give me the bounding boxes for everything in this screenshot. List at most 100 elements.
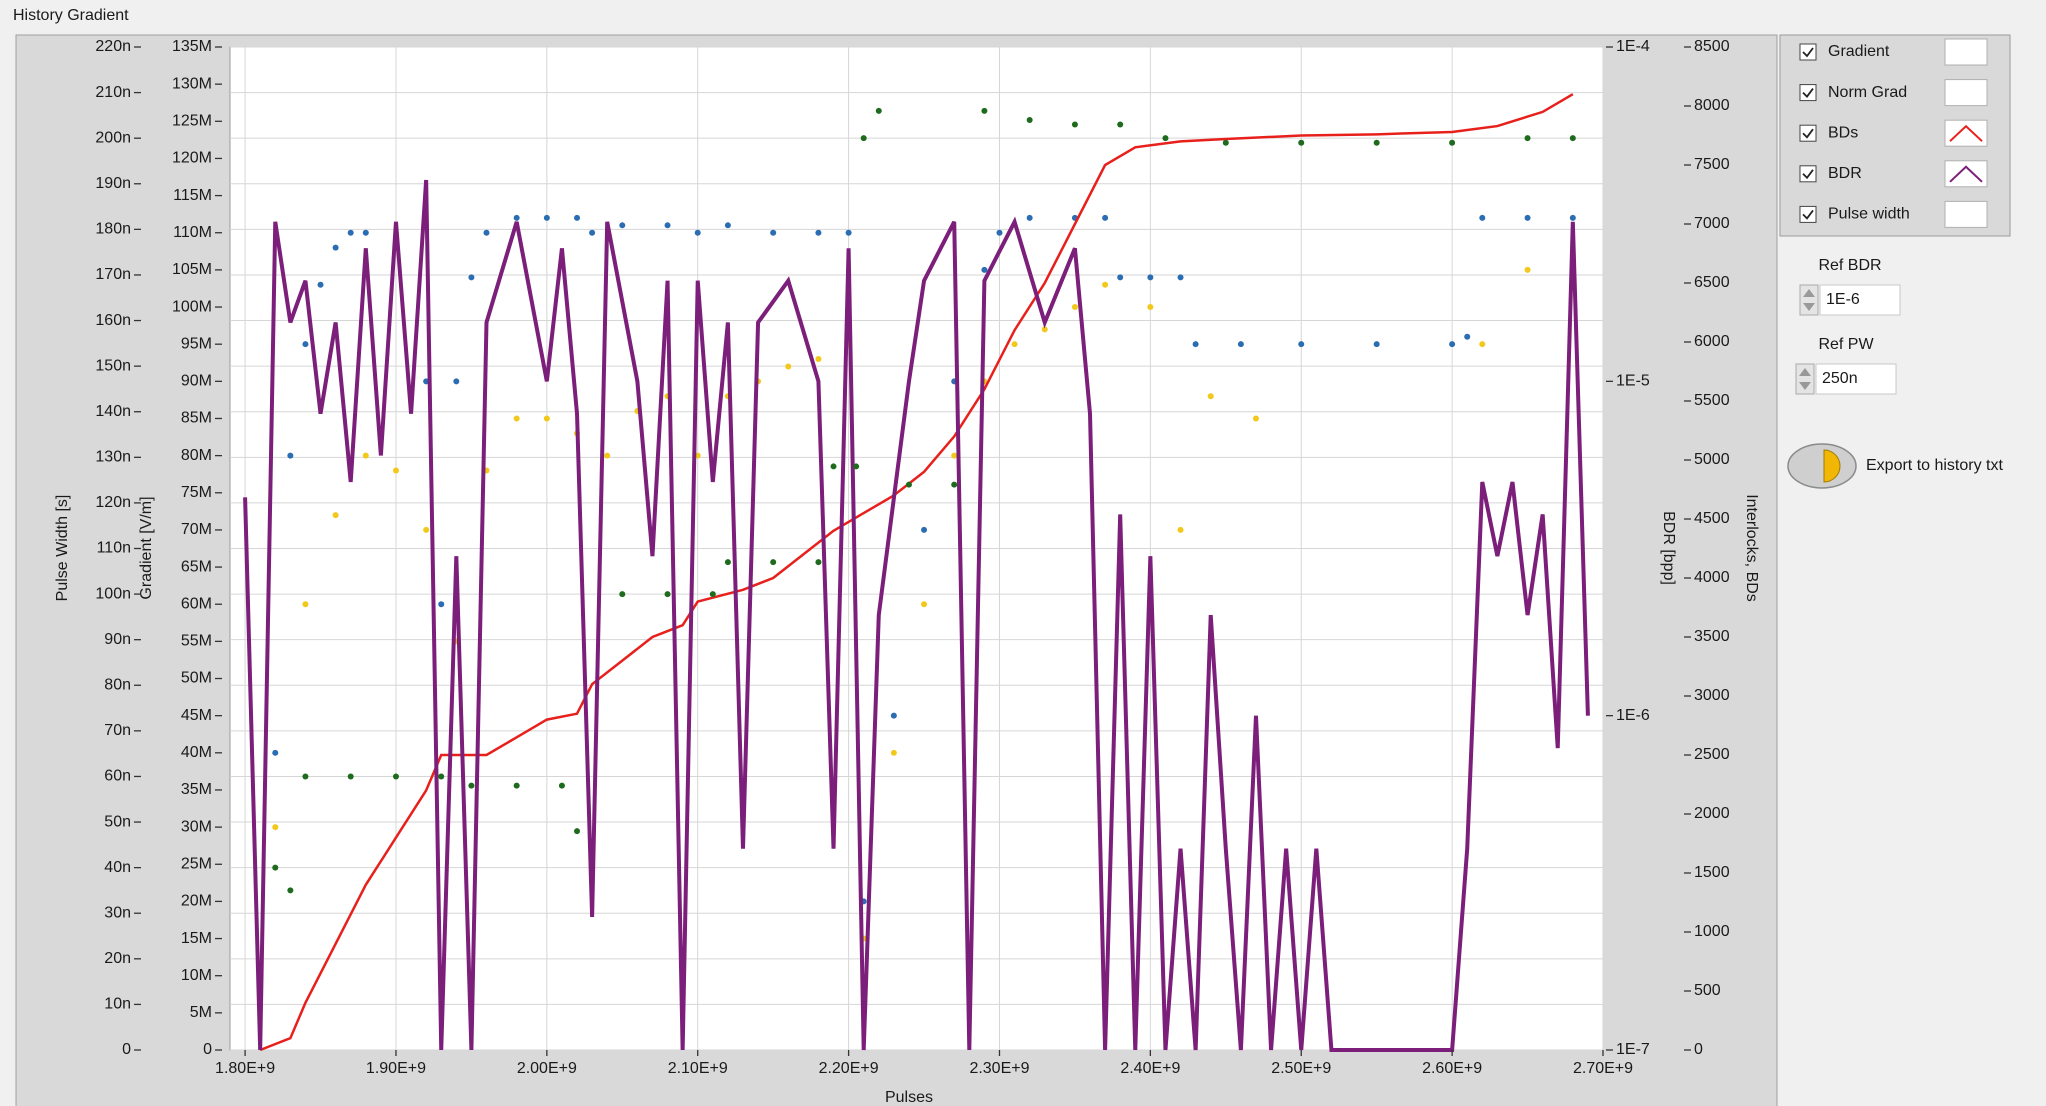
legend: Gradient Norm Grad BDs BDR Pulse width bbox=[1799, 38, 1988, 228]
legend-checkbox[interactable] bbox=[1799, 84, 1817, 102]
data-point bbox=[951, 452, 958, 459]
data-point bbox=[1373, 341, 1380, 348]
data-point bbox=[543, 415, 550, 422]
spinner-arrows bbox=[1799, 368, 1811, 390]
ref-pw-label: Ref PW bbox=[1818, 336, 1874, 353]
x-tick-label: 2.10E+9 bbox=[668, 1060, 728, 1077]
legend-checkbox[interactable] bbox=[1799, 43, 1817, 61]
y-tick-label: 1000 bbox=[1694, 923, 1730, 940]
data-point bbox=[1147, 304, 1154, 311]
legend-label: BDs bbox=[1828, 124, 1858, 141]
data-point bbox=[619, 222, 626, 229]
x-axis-label: Pulses bbox=[885, 1089, 933, 1106]
checkmark bbox=[1802, 169, 1814, 180]
y2-axis-label: Gradient [V/m] bbox=[138, 496, 155, 599]
data-point bbox=[362, 229, 369, 236]
ref-bdr-spinner[interactable] bbox=[1799, 284, 1819, 316]
legend-checkbox[interactable] bbox=[1799, 205, 1817, 223]
data-point bbox=[890, 749, 897, 756]
data-point bbox=[1026, 116, 1033, 123]
data-point bbox=[468, 782, 475, 789]
data-point bbox=[981, 266, 988, 273]
data-point bbox=[724, 559, 731, 566]
y-tick-label: 130M bbox=[172, 75, 212, 92]
y-tick-label: 1500 bbox=[1694, 864, 1730, 881]
y-tick-label: 180n bbox=[95, 221, 131, 238]
export-button[interactable] bbox=[1787, 443, 1857, 489]
data-point bbox=[770, 559, 777, 566]
data-point bbox=[483, 229, 490, 236]
data-point bbox=[853, 463, 860, 470]
data-point bbox=[347, 773, 354, 780]
data-point bbox=[1524, 135, 1531, 142]
legend-swatch bbox=[1944, 160, 1988, 188]
button-body[interactable] bbox=[1787, 443, 1857, 489]
y-tick-label: 8500 bbox=[1694, 38, 1730, 55]
y-tick-label: 110n bbox=[97, 540, 131, 557]
data-point bbox=[1192, 341, 1199, 348]
y-tick-label: 0 bbox=[1694, 1041, 1703, 1058]
data-point bbox=[543, 214, 550, 221]
data-point bbox=[302, 341, 309, 348]
y-tick-label: 5M bbox=[190, 1004, 212, 1021]
data-point bbox=[1449, 139, 1456, 146]
data-point bbox=[468, 274, 475, 281]
data-point bbox=[1524, 214, 1531, 221]
data-point bbox=[1011, 341, 1018, 348]
ref-pw-spinner[interactable] bbox=[1795, 363, 1815, 395]
checkmark bbox=[1802, 128, 1814, 139]
x-tick-label: 1.90E+9 bbox=[366, 1060, 426, 1077]
data-point bbox=[905, 481, 912, 488]
y-axis-label: Pulse Width [s] bbox=[54, 495, 71, 602]
data-point bbox=[921, 526, 928, 533]
data-point bbox=[830, 463, 837, 470]
y-tick-label: 125M bbox=[172, 113, 212, 130]
x-tick-label: 2.40E+9 bbox=[1120, 1060, 1180, 1077]
legend-swatch bbox=[1944, 79, 1988, 107]
data-point bbox=[438, 773, 445, 780]
y-tick-label: 130n bbox=[95, 449, 131, 466]
data-point bbox=[362, 452, 369, 459]
data-point bbox=[1524, 266, 1531, 273]
y-tick-label: 1E-7 bbox=[1616, 1041, 1650, 1058]
spinner-buttons[interactable] bbox=[1799, 284, 1819, 316]
x-tick-label: 2.50E+9 bbox=[1271, 1060, 1331, 1077]
data-point bbox=[815, 356, 822, 363]
data-point bbox=[1026, 214, 1033, 221]
x-tick-label: 2.20E+9 bbox=[819, 1060, 879, 1077]
data-point bbox=[1071, 121, 1078, 128]
y-tick-label: 1E-5 bbox=[1616, 373, 1650, 390]
x-tick-label: 2.00E+9 bbox=[517, 1060, 577, 1077]
data-point bbox=[332, 512, 339, 519]
ref-bdr-input[interactable] bbox=[1819, 284, 1901, 316]
y-tick-label: 2500 bbox=[1694, 746, 1730, 763]
y-tick-label: 170n bbox=[95, 266, 131, 283]
legend-checkbox[interactable] bbox=[1799, 124, 1817, 142]
y-tick-label: 3000 bbox=[1694, 687, 1730, 704]
data-point bbox=[921, 601, 928, 608]
data-point bbox=[1252, 415, 1259, 422]
y-tick-label: 20M bbox=[181, 893, 212, 910]
y-tick-label: 3500 bbox=[1694, 628, 1730, 645]
data-point bbox=[1162, 135, 1169, 142]
data-point bbox=[287, 887, 294, 894]
data-point bbox=[317, 281, 324, 288]
legend-checkbox[interactable] bbox=[1799, 165, 1817, 183]
data-point bbox=[1373, 139, 1380, 146]
data-point bbox=[694, 229, 701, 236]
y-tick-label: 150n bbox=[95, 357, 131, 374]
data-point bbox=[513, 415, 520, 422]
data-point bbox=[302, 773, 309, 780]
data-point bbox=[815, 559, 822, 566]
spinner-buttons[interactable] bbox=[1795, 363, 1815, 395]
data-point bbox=[724, 222, 731, 229]
x-tick-label: 2.70E+9 bbox=[1573, 1060, 1633, 1077]
data-point bbox=[664, 222, 671, 229]
data-point bbox=[1237, 341, 1244, 348]
y-tick-label: 135M bbox=[172, 38, 212, 55]
ref-bdr-label: Ref BDR bbox=[1818, 257, 1881, 274]
y-tick-label: 0 bbox=[203, 1041, 212, 1058]
y-tick-label: 5500 bbox=[1694, 392, 1730, 409]
ref-pw-input[interactable] bbox=[1815, 363, 1897, 395]
